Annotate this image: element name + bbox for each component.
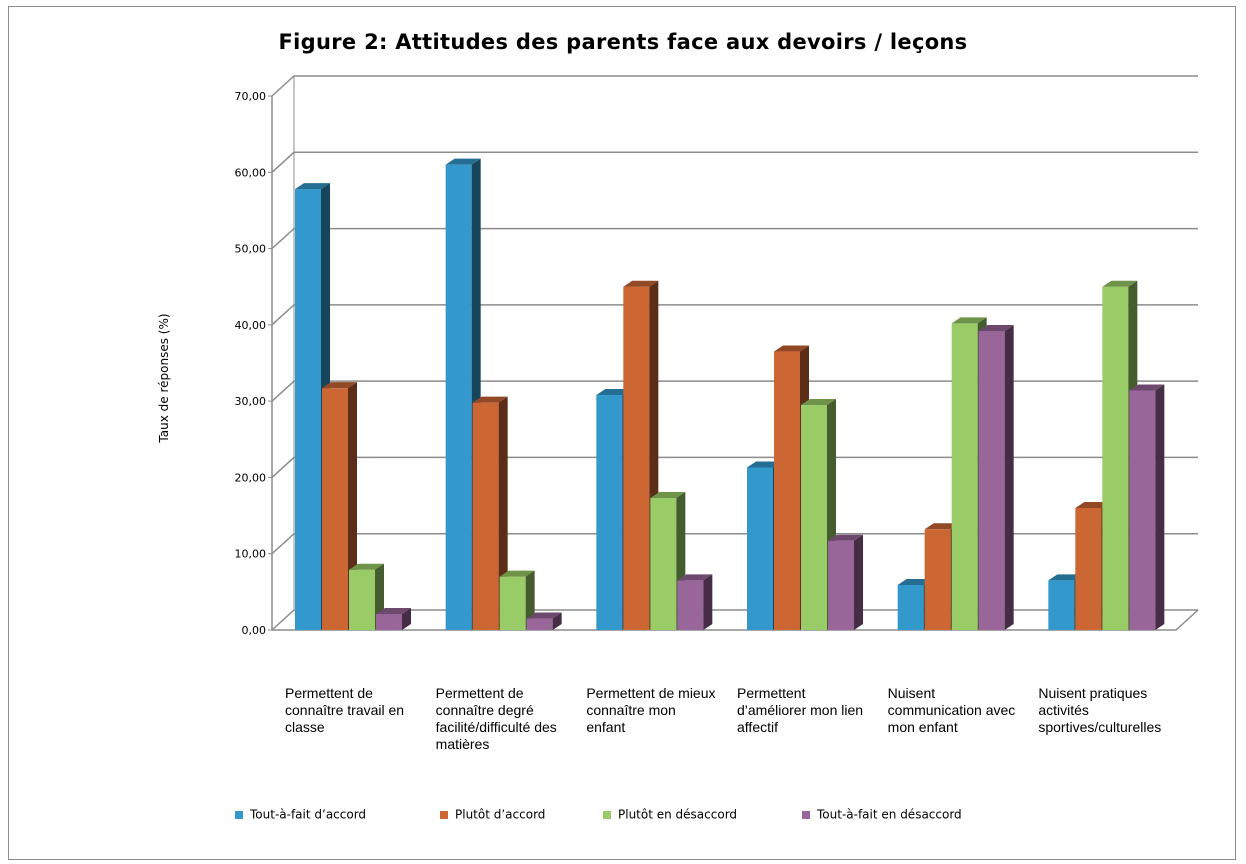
- bar-side: [402, 607, 411, 630]
- chart-title: Figure 2: Attitudes des parents face aux…: [278, 30, 968, 54]
- legend-swatch-2: [440, 810, 448, 819]
- bar: [623, 286, 650, 630]
- bar-top: [828, 534, 863, 541]
- gridline: [271, 151, 1198, 173]
- bar: [1075, 507, 1102, 630]
- bar-top: [801, 398, 836, 405]
- gridline: [271, 380, 1198, 402]
- bar: [801, 404, 827, 630]
- bar-top: [650, 492, 686, 499]
- bar: [295, 189, 321, 630]
- bar-top: [978, 324, 1014, 331]
- category-label-2: Permettent de connaître degré facilité/d…: [435, 685, 557, 752]
- bar: [924, 529, 951, 630]
- bar-top: [349, 563, 384, 570]
- bar-top: [376, 607, 411, 614]
- bar: [472, 402, 499, 630]
- bar: [650, 498, 677, 630]
- bar-top: [1048, 574, 1084, 581]
- category-label-5: Nuisent communication avec mon enfant: [887, 685, 1016, 735]
- bar-top: [747, 461, 782, 468]
- bar-top: [897, 578, 933, 585]
- gridline: [271, 227, 1198, 250]
- bar: [978, 330, 1005, 630]
- bar-side: [552, 612, 562, 630]
- legend-item-1: Tout-à-fait d’accord: [235, 807, 366, 822]
- bar: [349, 569, 375, 630]
- y-tick-label: 10,00: [235, 548, 267, 561]
- bar-side: [854, 534, 863, 630]
- legend-swatch-3: [603, 810, 611, 819]
- bar: [526, 618, 553, 630]
- bar-top: [951, 317, 987, 324]
- legend-label-4: Tout-à-fait en désaccord: [817, 807, 962, 822]
- bar: [1129, 390, 1156, 630]
- bar-top: [774, 345, 809, 352]
- bar-top: [322, 382, 357, 389]
- bar-side: [498, 396, 508, 630]
- bar: [1102, 286, 1129, 630]
- gridline: [271, 456, 1198, 478]
- legend-swatch-4: [802, 810, 810, 819]
- bar-top: [1129, 384, 1165, 391]
- bar: [677, 580, 704, 630]
- bar: [376, 613, 402, 630]
- gridline: [271, 532, 1198, 555]
- y-tick-label: 30,00: [235, 395, 267, 408]
- bar: [747, 467, 773, 630]
- legend-label-2: Plutôt d’accord: [455, 807, 546, 822]
- gridline: [271, 304, 1198, 326]
- legend-label-3: Plutôt en désaccord: [618, 807, 738, 822]
- bar: [322, 388, 348, 630]
- gridline: [271, 75, 1198, 97]
- bar-top: [295, 183, 330, 190]
- x-axis-line: [272, 609, 1199, 631]
- category-label-1: Permettent de connaître travail en class…: [285, 685, 405, 735]
- y-tick-label: 20,00: [235, 471, 267, 484]
- bar: [499, 576, 526, 630]
- bar-top: [1102, 280, 1138, 287]
- bar: [774, 351, 800, 630]
- bar-top: [526, 612, 562, 619]
- bar-top: [677, 574, 713, 581]
- y-tick-label: 40,00: [235, 319, 267, 332]
- y-tick-label: 70,00: [235, 90, 267, 103]
- bar: [951, 323, 978, 630]
- category-label-3: Permettent de mieux connaître mon enfant: [586, 685, 716, 735]
- legend-item-4: Tout-à-fait en désaccord: [802, 807, 962, 822]
- bar-top: [623, 280, 659, 287]
- bar-top: [445, 158, 481, 165]
- legend-item-3: Plutôt en désaccord: [603, 807, 737, 822]
- y-tick-label: 60,00: [235, 166, 267, 179]
- bar-side: [703, 574, 713, 630]
- legend-swatch-1: [235, 810, 243, 819]
- bar-side: [1155, 384, 1165, 630]
- bar-side: [1004, 324, 1014, 630]
- bar-top: [499, 570, 535, 577]
- bar: [828, 540, 854, 630]
- bar: [1048, 580, 1075, 630]
- category-label-4: Permettent d’améliorer mon lien affectif: [737, 685, 864, 735]
- legend-item-2: Plutôt d’accord: [440, 807, 545, 822]
- bar-top: [924, 523, 960, 530]
- legend-label-1: Tout-à-fait d’accord: [250, 807, 367, 822]
- bar: [596, 395, 623, 630]
- bar: [897, 584, 924, 630]
- category-label-6: Nuisent pratiques activités sportives/cu…: [1038, 685, 1162, 735]
- bar: [445, 164, 472, 630]
- bar-top: [596, 389, 632, 396]
- bar-top: [1075, 501, 1111, 508]
- y-tick-label: 0,00: [242, 624, 267, 637]
- y-tick-label: 50,00: [235, 243, 267, 256]
- bar-top: [472, 396, 508, 403]
